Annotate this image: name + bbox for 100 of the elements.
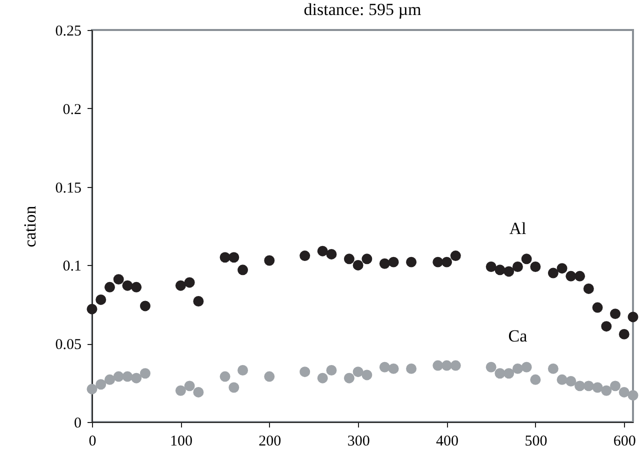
chart-title: distance: 595 µm bbox=[304, 0, 422, 19]
point bbox=[486, 362, 496, 372]
point bbox=[432, 256, 444, 268]
point bbox=[388, 363, 399, 374]
point bbox=[362, 370, 372, 380]
point bbox=[379, 362, 390, 372]
point bbox=[566, 270, 576, 282]
point bbox=[521, 362, 532, 372]
point bbox=[362, 254, 372, 264]
point bbox=[530, 374, 541, 385]
point bbox=[113, 274, 124, 285]
x-tick-label: 0 bbox=[88, 434, 96, 450]
point bbox=[228, 382, 240, 393]
y-axis-title: cation bbox=[20, 205, 40, 248]
point bbox=[406, 363, 417, 374]
point bbox=[574, 380, 586, 392]
point bbox=[530, 262, 541, 272]
point bbox=[352, 366, 364, 378]
x-tick-label: 200 bbox=[258, 434, 282, 450]
point bbox=[592, 302, 603, 313]
point bbox=[486, 262, 496, 272]
point bbox=[406, 256, 417, 268]
point bbox=[238, 365, 248, 376]
point bbox=[521, 254, 532, 264]
point bbox=[175, 385, 186, 396]
point bbox=[504, 368, 514, 379]
point bbox=[548, 363, 558, 374]
point bbox=[583, 380, 594, 392]
point bbox=[548, 268, 558, 278]
point bbox=[512, 262, 523, 272]
point bbox=[184, 380, 195, 392]
point bbox=[344, 372, 354, 384]
point bbox=[610, 308, 621, 320]
point bbox=[556, 263, 568, 274]
y-tick-label: 0.05 bbox=[55, 337, 82, 354]
point bbox=[388, 256, 399, 268]
point bbox=[122, 371, 133, 382]
point bbox=[592, 382, 603, 393]
point bbox=[432, 360, 444, 371]
point bbox=[344, 254, 354, 264]
x-tick-label: 400 bbox=[436, 434, 459, 450]
series-label: Al bbox=[509, 218, 526, 238]
point bbox=[352, 260, 364, 270]
y-tick-label: 0.25 bbox=[55, 24, 82, 40]
y-tick-label: 0.2 bbox=[62, 102, 82, 118]
y-tick-label: 0 bbox=[74, 416, 82, 432]
point bbox=[131, 282, 142, 292]
point bbox=[140, 368, 150, 379]
point bbox=[618, 328, 630, 340]
point bbox=[104, 282, 115, 292]
x-tick-label: 600 bbox=[613, 434, 636, 450]
point bbox=[450, 360, 461, 371]
point bbox=[379, 258, 390, 269]
point bbox=[583, 283, 594, 294]
point bbox=[628, 390, 638, 401]
point bbox=[220, 252, 230, 263]
point bbox=[628, 312, 638, 322]
point bbox=[494, 368, 506, 379]
point bbox=[96, 294, 106, 305]
x-tick-label: 100 bbox=[170, 434, 192, 450]
point bbox=[610, 380, 621, 392]
point bbox=[193, 386, 204, 398]
point bbox=[228, 252, 240, 263]
point bbox=[442, 360, 452, 371]
point bbox=[317, 372, 328, 384]
point bbox=[618, 386, 630, 398]
y-tick-label: 0.15 bbox=[55, 180, 82, 196]
y-tick-label: 0.1 bbox=[62, 258, 82, 275]
point bbox=[450, 250, 461, 262]
point bbox=[504, 266, 514, 277]
point bbox=[326, 248, 337, 260]
point bbox=[601, 385, 612, 396]
point bbox=[601, 321, 612, 332]
point bbox=[122, 280, 133, 291]
point bbox=[556, 374, 568, 385]
point bbox=[300, 366, 310, 378]
point bbox=[86, 304, 98, 314]
point bbox=[184, 277, 195, 288]
point bbox=[175, 280, 186, 291]
point bbox=[86, 384, 98, 394]
x-tick-label: 300 bbox=[347, 434, 370, 450]
point bbox=[264, 255, 275, 266]
point bbox=[566, 376, 576, 386]
point bbox=[442, 256, 452, 268]
point bbox=[512, 363, 523, 374]
point bbox=[494, 264, 506, 276]
point bbox=[300, 250, 310, 262]
point bbox=[326, 365, 337, 376]
series-label: Ca bbox=[508, 326, 528, 346]
point bbox=[193, 296, 204, 306]
x-tick-label: 500 bbox=[524, 434, 548, 450]
point bbox=[113, 371, 124, 382]
point bbox=[574, 270, 586, 282]
point bbox=[96, 379, 106, 390]
point bbox=[220, 371, 230, 382]
point bbox=[104, 374, 115, 385]
point bbox=[317, 246, 328, 256]
point bbox=[140, 300, 150, 312]
point bbox=[131, 372, 142, 384]
point bbox=[264, 371, 275, 382]
